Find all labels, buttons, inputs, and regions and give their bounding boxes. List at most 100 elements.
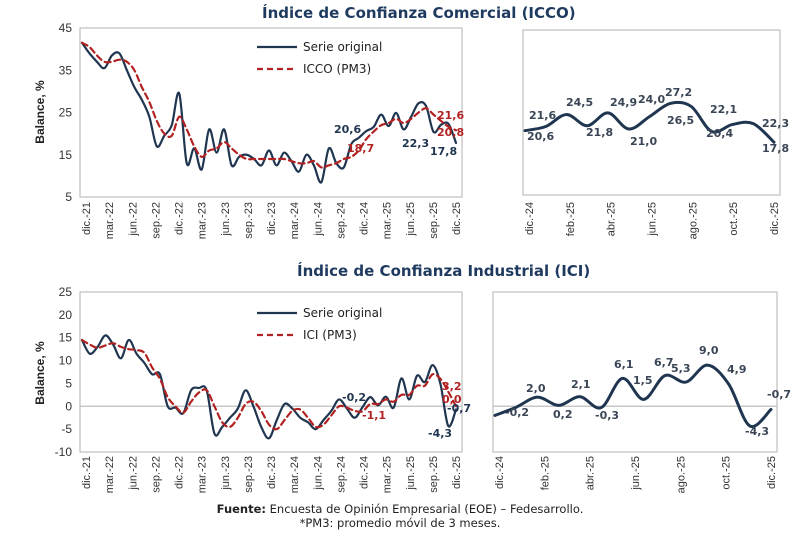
ici_long-ytick-label: 25	[59, 285, 73, 299]
ici_long-xtick-label: dic.-21	[81, 456, 93, 489]
ici_long-xtick-label: jun.-22	[127, 456, 139, 491]
ici_zoom-data-label: -0,7	[767, 388, 791, 401]
ici_long-xtick-label: dic.-24	[359, 456, 371, 489]
ici_zoom-xtick-label: dic.-25	[766, 456, 778, 489]
icco_long-plot-frame	[79, 27, 463, 198]
ici_long-ytick-label: 10	[59, 354, 73, 368]
ici_long-annotation: -1,1	[362, 409, 386, 422]
icco_long-xtick-label: dic.-23	[266, 202, 278, 235]
ici_long-xtick-label: sep.-25	[428, 456, 440, 493]
ici_long-xtick-label: sep.-22	[150, 456, 162, 493]
ici_long-xtick-label: mar.-23	[197, 456, 209, 493]
ici_zoom-series-original-line	[493, 363, 773, 429]
icco_long-xtick-label: jun.-22	[127, 202, 139, 237]
source-label: Fuente:	[216, 502, 267, 516]
icco_zoom-data-label: 21,6	[529, 109, 556, 122]
icco_long-xtick-label: mar.-25	[382, 202, 394, 239]
icco_long-xtick-label: sep.-25	[428, 202, 440, 239]
ici_zoom-data-label: 2,0	[526, 382, 546, 395]
ici_long-ytick-label: -5	[61, 422, 72, 436]
icco_zoom-data-label: 24,9	[610, 96, 637, 109]
ici_zoom-data-label: 6,1	[614, 358, 634, 371]
icco_long-annotation: 22,3	[402, 137, 429, 150]
ici_long-legend-original-label: Serie original	[303, 306, 382, 320]
ici_long-ytick-label: -10	[55, 445, 73, 459]
icco_long-xtick-label: mar.-22	[104, 202, 116, 239]
ici_zoom-data-label: 0,2	[553, 408, 573, 421]
icco_long-legend-pm3-label: ICCO (PM3)	[303, 62, 371, 76]
ici_zoom-xtick-label: oct.-25	[721, 456, 733, 490]
icco-title: Índice de Confianza Comercial (ICCO)	[262, 4, 576, 22]
icco_long-ytick-label: 35	[59, 63, 73, 77]
icco_long-annotation: 20,8	[437, 126, 464, 139]
ici_long-xtick-label: dic.-22	[174, 456, 186, 489]
ici_zoom-data-label: 9,0	[699, 344, 719, 357]
icco_long-xtick-label: sep.-23	[243, 202, 255, 239]
ici_long-ytick-label: 5	[65, 376, 72, 390]
icco_long-xtick-label: dic.-21	[81, 202, 93, 235]
icco_long-ytick-label: 45	[59, 21, 73, 35]
ici_long-ylabel: Balance, %	[33, 341, 47, 405]
icco_long-xtick-label: jun.-24	[312, 202, 324, 237]
icco_long-ytick-label: 15	[59, 148, 73, 162]
ici_long-ytick-label: 15	[59, 331, 73, 345]
ici_long-annotation: 0,0	[442, 393, 462, 406]
icco_long-xtick-label: dic.-24	[359, 202, 371, 235]
icco_long-xtick-label: mar.-23	[197, 202, 209, 239]
ici_zoom-data-label: -0,2	[505, 406, 529, 419]
ici_long-xtick-label: dic.-25	[451, 456, 463, 489]
ici_long-xtick-label: jun.-24	[312, 456, 324, 491]
source-text: Encuesta de Opinión Empresarial (EOE) – …	[266, 502, 584, 516]
ici_long-plot-frame	[79, 291, 463, 453]
icco_long-legend-original-label: Serie original	[303, 40, 382, 54]
ici_long-annotation: 3,2	[442, 380, 462, 393]
icco_long-annotation: 21,6	[437, 109, 464, 122]
ici_zoom-xtick-label: feb.-25	[539, 456, 551, 490]
icco_zoom-data-label: 27,2	[665, 86, 692, 99]
ici_zoom-data-label: 4,9	[727, 363, 747, 376]
icco_zoom-xtick-label: abr.-25	[606, 202, 618, 236]
footer: Fuente: Encuesta de Opinión Empresarial …	[0, 502, 800, 530]
ici-title: Índice de Confianza Industrial (ICI)	[297, 262, 591, 280]
icco_long-annotation: 20,6	[334, 123, 361, 136]
ici_zoom-xtick-label: ago.-25	[675, 456, 687, 493]
icco_zoom-series-original-line	[523, 100, 776, 144]
ici_long-xtick-label: sep.-23	[243, 456, 255, 493]
icco_long-ytick-label: 5	[65, 190, 72, 204]
icco_zoom-data-label: 22,1	[710, 103, 737, 116]
ici_long-xtick-label: jun.-25	[405, 456, 417, 491]
ici_zoom-data-label: 1,5	[633, 374, 653, 387]
ici_long-series-pm3-line	[80, 338, 458, 431]
ici_long-legend-pm3-label: ICI (PM3)	[303, 328, 357, 342]
icco_long-xtick-label: sep.-24	[335, 202, 347, 239]
ici_zoom-plot-frame	[492, 291, 778, 453]
source-line: Fuente: Encuesta de Opinión Empresarial …	[0, 502, 800, 516]
ici_zoom-xtick-label: abr.-25	[585, 456, 597, 490]
icco_zoom-xtick-label: jun.-25	[647, 202, 659, 237]
icco_long-xtick-label: mar.-24	[289, 202, 301, 239]
ici_zoom-data-label: 2,1	[571, 378, 591, 391]
icco_zoom-data-label: 26,5	[667, 114, 694, 127]
ici_zoom-data-label: -0,3	[595, 409, 619, 422]
ici_long-series-original-line	[80, 334, 458, 440]
icco_zoom-data-label: 20,6	[527, 130, 554, 143]
icco_zoom-data-label: 21,8	[586, 126, 613, 139]
ici_zoom-xtick-label: jun.-25	[630, 456, 642, 491]
icco_zoom-data-label: 20,4	[706, 127, 733, 140]
icco_long-xtick-label: dic.-22	[174, 202, 186, 235]
icco_long-xtick-label: sep.-22	[150, 202, 162, 239]
icco_zoom-data-label: 22,3	[762, 117, 789, 130]
ici_long-xtick-label: mar.-24	[289, 456, 301, 493]
icco_long-annotation: 17,8	[430, 145, 457, 158]
icco_long-xtick-label: jun.-25	[405, 202, 417, 237]
ici_zoom-data-label: 6,7	[654, 356, 674, 369]
icco_zoom-data-label: 24,5	[566, 96, 593, 109]
icco_zoom-xtick-label: dic.-25	[769, 202, 781, 235]
icco_zoom-plot-frame	[522, 29, 781, 196]
icco_zoom-data-label: 21,0	[630, 135, 657, 148]
icco_zoom-data-label: 24,0	[638, 93, 665, 106]
icco_zoom-data-label: 17,8	[762, 142, 789, 155]
ici_long-annotation: -0,2	[342, 391, 366, 404]
icco_zoom-xtick-label: dic.-24	[524, 202, 536, 235]
